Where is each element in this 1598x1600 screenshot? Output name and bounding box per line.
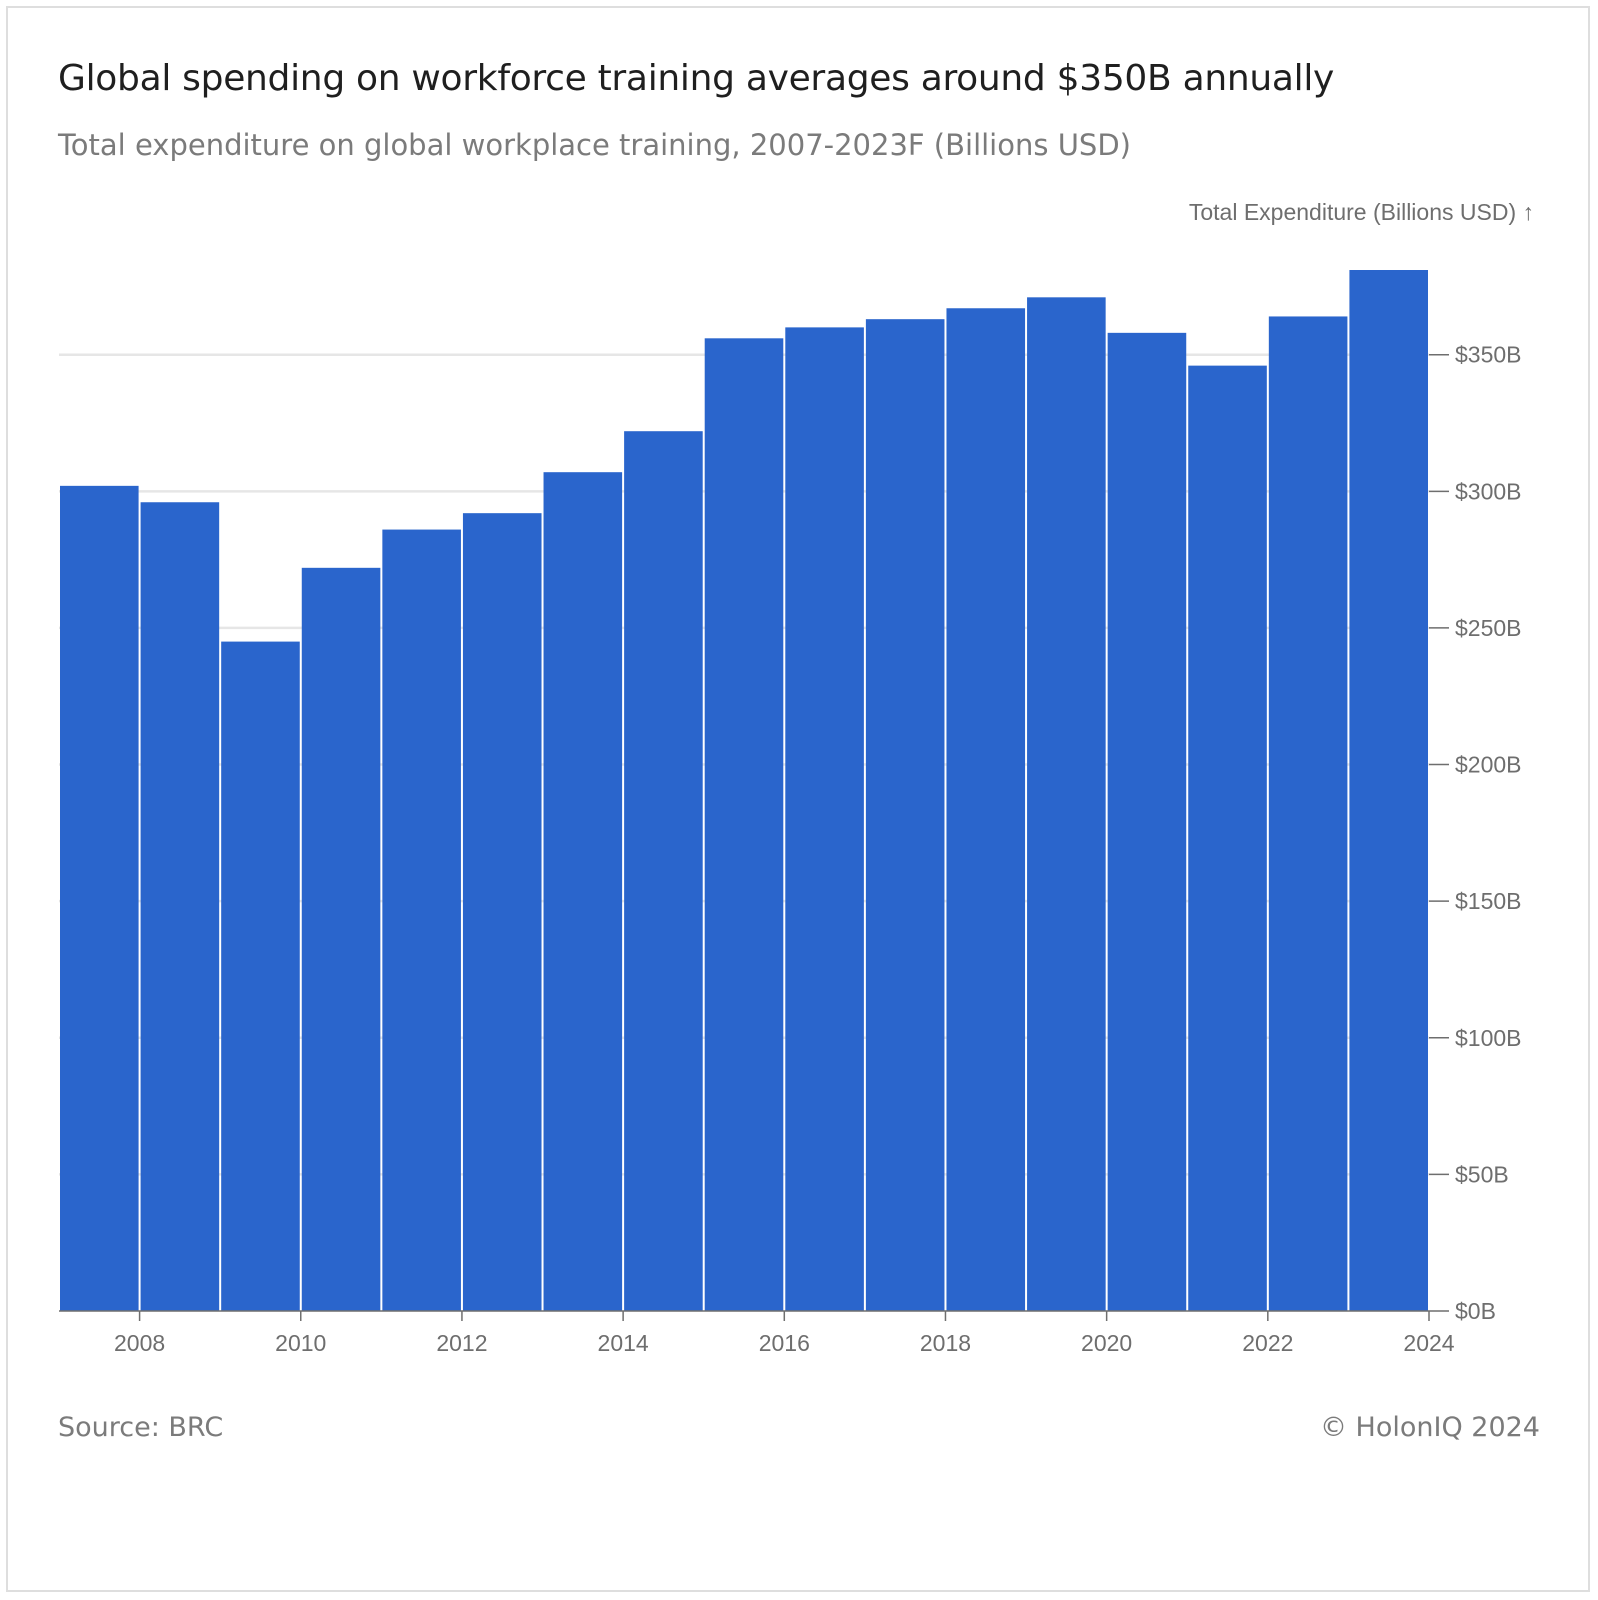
y-axis-title: Total Expenditure (Billions USD) ↑ [1189,199,1534,225]
bar-2007 [60,485,139,1311]
bar-2020 [1107,332,1187,1311]
bars [60,270,1428,1312]
bar-2021 [1188,365,1267,1312]
x-tick-label: 2012 [436,1330,487,1356]
bar-2019 [1027,297,1106,1311]
bar-2009 [221,641,300,1311]
bar-2010 [301,567,381,1311]
bar-2012 [462,513,542,1311]
bar-2017 [865,319,945,1311]
y-tick-label: $50B [1455,1161,1509,1187]
bar-2011 [382,529,461,1311]
x-tick-label: 2008 [114,1330,165,1356]
x-tick-label: 2014 [598,1330,649,1356]
x-tick-label: 2024 [1403,1330,1454,1356]
y-tick-label: $200B [1455,752,1522,778]
x-tick-label: 2010 [275,1330,326,1356]
y-tick-label: $250B [1455,615,1522,641]
x-tick-label: 2016 [759,1330,810,1356]
bar-2015 [704,338,784,1311]
y-tick-label: $0B [1455,1298,1496,1324]
bar-2016 [785,327,864,1312]
bar-2018 [946,308,1026,1312]
bar-2022 [1268,316,1348,1311]
bar-2023 [1349,270,1428,1311]
x-tick-label: 2020 [1081,1330,1132,1356]
axes: 2008 2010 2012 2014 2016 2018 2020 2022 2024$0B $… [59,342,1522,1356]
y-tick-label: $100B [1455,1025,1522,1051]
y-tick-label: $300B [1455,478,1522,504]
y-tick-label: $350B [1455,342,1522,368]
source-note: Source: BRC [58,1412,224,1443]
bar-chart: 2008 2010 2012 2014 2016 2018 2020 2022 2024$0B $… [59,199,1534,1356]
chart-frame [6,6,1590,1592]
chart-title: Global spending on workforce training av… [58,58,1335,99]
bar-2014 [624,431,703,1311]
chart-subtitle: Total expenditure on global workplace tr… [58,128,1131,162]
copyright-note: © HolonIQ 2024 [1319,1412,1540,1443]
bar-2013 [543,472,623,1311]
bar-2008 [140,502,220,1311]
x-tick-label: 2022 [1242,1330,1293,1356]
y-tick-label: $150B [1455,888,1522,914]
x-tick-label: 2018 [920,1330,971,1356]
